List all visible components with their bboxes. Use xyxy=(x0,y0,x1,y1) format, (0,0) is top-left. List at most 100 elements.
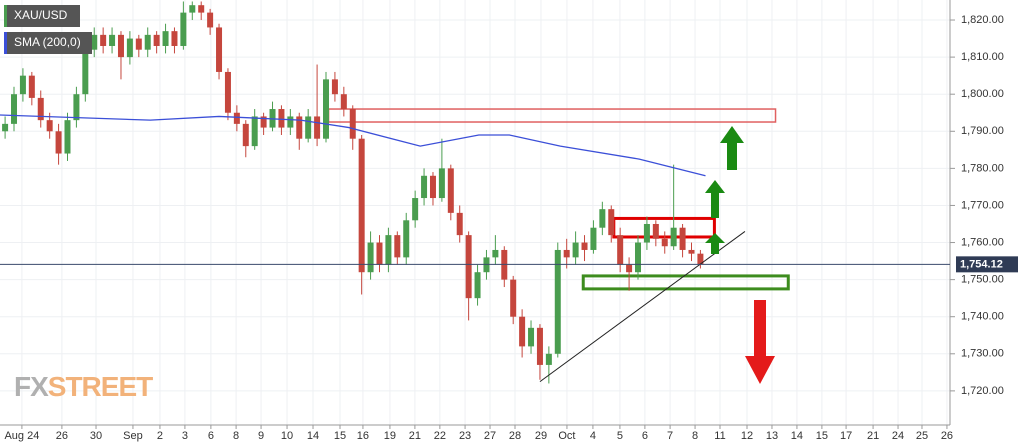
candle-body xyxy=(456,212,463,236)
candle-body xyxy=(135,38,142,50)
candle-body xyxy=(626,264,633,273)
legend: XAU/USD SMA (200,0) xyxy=(4,5,92,54)
legend-label: SMA (200,0) xyxy=(14,35,81,49)
candle-body xyxy=(100,34,107,46)
watermark: FXSTREET xyxy=(14,371,153,402)
candle-body xyxy=(314,116,321,139)
up-arrow xyxy=(705,180,725,218)
candle-body xyxy=(340,94,347,110)
candle-body xyxy=(296,116,303,139)
x-tick-label: 25 xyxy=(916,430,928,442)
candle-body xyxy=(126,38,133,58)
candle-body xyxy=(465,235,472,299)
candle-body xyxy=(563,249,570,258)
x-tick-label: 23 xyxy=(459,430,471,442)
trendline xyxy=(539,231,746,383)
candle-body xyxy=(153,34,160,46)
candle-body xyxy=(171,31,178,46)
y-tick-label: 1,770.00 xyxy=(961,199,1004,211)
x-tick-label: 17 xyxy=(840,430,852,442)
candle-body xyxy=(590,227,597,250)
x-tick-label: 22 xyxy=(434,430,446,442)
x-tick-label: 2 xyxy=(157,430,163,442)
up-arrow xyxy=(705,233,725,254)
candle-body xyxy=(323,79,330,139)
x-tick-label: 7 xyxy=(667,430,673,442)
candle-body xyxy=(652,223,659,239)
zone xyxy=(581,274,790,291)
candle-body xyxy=(117,34,124,58)
candle-body xyxy=(207,12,214,28)
x-tick-label: Aug 24 xyxy=(4,430,39,442)
candle-body xyxy=(403,220,410,258)
candle-body xyxy=(198,5,205,13)
candle-body xyxy=(349,109,356,139)
x-tick-label: 14 xyxy=(791,430,803,442)
x-tick-label: 8 xyxy=(233,430,239,442)
candle-body xyxy=(28,75,35,98)
candle-body xyxy=(670,227,677,247)
candle-body xyxy=(251,116,258,147)
legend-box xyxy=(4,5,80,27)
y-tick-label: 1,790.00 xyxy=(961,125,1004,137)
x-tick-label: 26 xyxy=(56,430,68,442)
x-tick-label: 4 xyxy=(590,430,596,442)
candle-body xyxy=(679,227,686,250)
candle-body xyxy=(109,34,116,46)
candle-body xyxy=(688,249,695,254)
candle-body xyxy=(474,272,481,299)
candle-body xyxy=(545,353,552,365)
candle-body xyxy=(376,242,383,265)
x-tick-label: 21 xyxy=(409,430,421,442)
x-tick-label: 24 xyxy=(892,430,904,442)
candle-body xyxy=(189,5,196,13)
x-tick-label: 28 xyxy=(509,430,521,442)
candle-body xyxy=(55,131,62,154)
y-tick-label: 1,760.00 xyxy=(961,236,1004,248)
candle-body xyxy=(661,238,668,247)
y-tick-label: 1,740.00 xyxy=(961,311,1004,323)
x-tick-label: 5 xyxy=(617,430,623,442)
candle-body xyxy=(536,327,543,365)
candle-body xyxy=(305,116,312,139)
candle-body xyxy=(180,12,187,46)
x-tick-label: 14 xyxy=(307,430,319,442)
candle-body xyxy=(510,279,517,317)
x-tick-label: 16 xyxy=(357,430,369,442)
candle-body xyxy=(599,209,606,228)
x-tick-label: 6 xyxy=(642,430,648,442)
x-tick-label: 13 xyxy=(766,430,778,442)
y-tick-label: 1,730.00 xyxy=(961,348,1004,360)
candle-body xyxy=(421,175,428,199)
candle-body xyxy=(82,49,89,95)
candle-body xyxy=(144,34,151,50)
zone xyxy=(327,108,777,123)
watermark-street: STREET xyxy=(48,371,153,402)
candle-body xyxy=(233,112,240,124)
candle-body xyxy=(216,27,223,72)
x-tick-label: 11 xyxy=(714,430,725,442)
candle-body xyxy=(429,175,436,199)
candle-body xyxy=(260,116,267,128)
x-tick-label: 27 xyxy=(484,430,496,442)
price-label: 1,754.12 xyxy=(960,258,1003,270)
candle-body xyxy=(19,75,26,95)
candle-body xyxy=(91,34,98,50)
candle-body xyxy=(64,120,71,154)
legend-marker xyxy=(4,32,7,54)
candle-body xyxy=(331,79,338,95)
candle-body xyxy=(394,235,401,258)
sma-line xyxy=(0,114,706,177)
y-tick-label: 1,820.00 xyxy=(961,14,1004,26)
candle-body xyxy=(492,249,499,258)
x-tick-label: Oct xyxy=(558,430,575,442)
x-tick-label: 10 xyxy=(281,430,293,442)
candle-body xyxy=(617,235,624,265)
up-arrow xyxy=(720,126,744,170)
candle-body xyxy=(635,242,642,273)
legend-marker xyxy=(4,5,7,27)
candle-body xyxy=(385,235,392,265)
